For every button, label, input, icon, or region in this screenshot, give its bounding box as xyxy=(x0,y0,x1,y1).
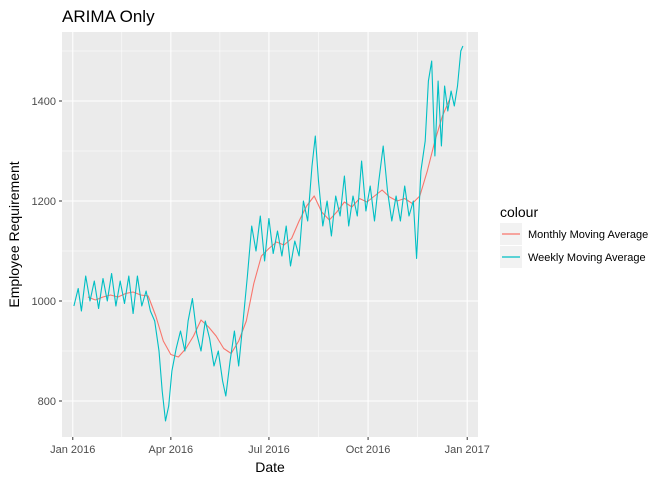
y-axis: 800 1000 1200 1400 xyxy=(32,96,62,408)
y-tick-label: 1400 xyxy=(32,96,56,108)
x-axis-title: Date xyxy=(255,459,285,475)
y-axis-title: Employee Requirement xyxy=(6,161,22,307)
legend-title: colour xyxy=(500,204,538,220)
legend: colour Monthly Moving Average Weekly Movi… xyxy=(500,204,648,268)
y-tick-label: 1200 xyxy=(32,196,56,208)
legend-label: Weekly Moving Average xyxy=(528,252,646,264)
x-axis: Jan 2016 Apr 2016 Jul 2016 Oct 2016 Jan 2017 xyxy=(50,437,490,456)
legend-label: Monthly Moving Average xyxy=(528,229,648,241)
x-tick-label: Jan 2017 xyxy=(445,444,490,456)
series-line xyxy=(87,98,451,358)
chart-title: ARIMA Only xyxy=(62,7,155,26)
x-tick-label: Jan 2016 xyxy=(50,444,95,456)
x-tick-label: Jul 2016 xyxy=(248,444,290,456)
x-tick-label: Oct 2016 xyxy=(346,444,391,456)
series-lines xyxy=(73,45,464,422)
y-tick-label: 1000 xyxy=(32,296,56,308)
x-tick-label: Apr 2016 xyxy=(149,444,194,456)
y-tick-label: 800 xyxy=(38,396,56,408)
series-line xyxy=(73,45,464,422)
minor-gridlines xyxy=(62,32,478,437)
plot-panel xyxy=(62,32,478,437)
